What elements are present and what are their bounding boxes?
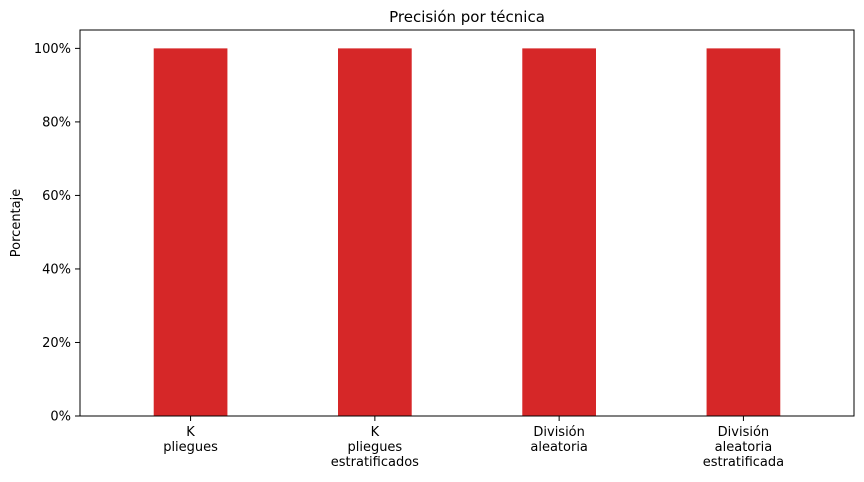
plot-frame	[79, 29, 855, 417]
y-tick-label: 100%	[34, 42, 71, 57]
y-axis-label: Porcentaje	[9, 189, 24, 257]
y-tick-label: 40%	[42, 262, 71, 277]
chart-title: Precisión por técnica	[389, 8, 545, 26]
y-tick-label: 0%	[50, 410, 71, 425]
bar-2	[338, 48, 412, 416]
x-tick-label: División aleatoria	[530, 425, 588, 455]
bar-1	[153, 48, 228, 416]
y-tick-label: 60%	[42, 189, 71, 204]
bars-layer	[153, 48, 781, 416]
y-axis: 0% 20% 40% 60% 80% 100%	[34, 42, 80, 425]
x-tick-label: División aleatoria estratificada	[703, 425, 784, 470]
bar-4	[706, 48, 781, 416]
y-tick-label: 20%	[42, 336, 71, 351]
bar-3	[522, 48, 596, 416]
y-tick-label: 80%	[42, 115, 71, 130]
